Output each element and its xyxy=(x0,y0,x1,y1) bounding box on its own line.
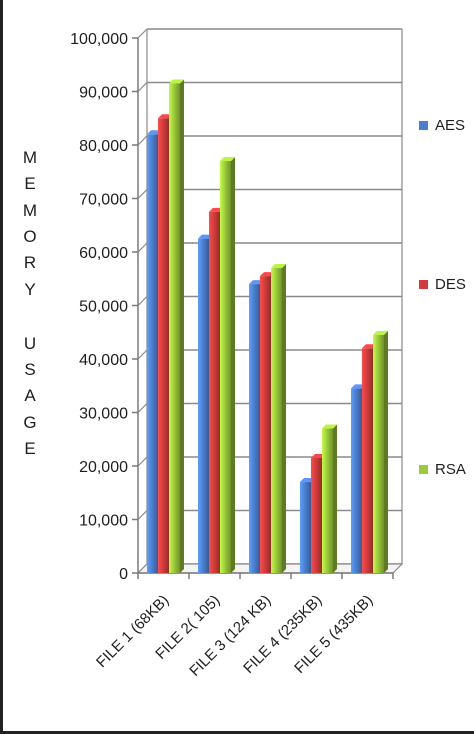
y-label-letter: E xyxy=(24,174,36,194)
bar-des-4 xyxy=(311,457,322,573)
legend-swatch-aes xyxy=(419,121,428,130)
bar-des-2 xyxy=(209,211,220,573)
bar-side xyxy=(231,157,235,574)
y-label-letter: U xyxy=(23,333,37,353)
bar-rsa-1 xyxy=(169,83,180,573)
y-label-letter: E xyxy=(24,439,36,458)
y-tick-label: 30,000 xyxy=(79,406,128,423)
y-label-letter: A xyxy=(24,386,36,406)
legend-label-rsa: RSA xyxy=(435,461,466,478)
y-label-letter: G xyxy=(23,412,37,432)
y-tick-label: 10,000 xyxy=(79,513,128,530)
gridline-side xyxy=(137,403,148,413)
bar-top xyxy=(271,264,286,269)
gridline-side xyxy=(137,349,148,360)
bar-side xyxy=(180,79,184,573)
bar-des-3 xyxy=(260,276,271,573)
bar-aes-2 xyxy=(198,238,209,573)
legend-swatch-rsa xyxy=(419,465,428,474)
bar-aes-1 xyxy=(147,134,158,574)
bar-aes-4 xyxy=(300,482,311,573)
y-tick-label: 20,000 xyxy=(79,459,128,476)
y-tick-label: 60,000 xyxy=(79,245,128,262)
y-tick-label: 100,000 xyxy=(70,31,128,48)
y-label-letter: M xyxy=(22,148,38,167)
legend-label-aes: AES xyxy=(435,117,465,134)
bar-side xyxy=(384,330,388,573)
bar-side xyxy=(333,424,337,573)
bar-aes-5 xyxy=(351,388,362,573)
frame-left-border xyxy=(0,0,3,734)
bar-rsa-3 xyxy=(271,268,282,573)
gridline-side xyxy=(137,135,148,146)
y-label-letter: M xyxy=(22,200,38,220)
bar-rsa-2 xyxy=(220,161,231,574)
bar-rsa-5 xyxy=(373,334,384,573)
y-label-letter: Y xyxy=(24,279,36,299)
gridline-side xyxy=(137,242,148,253)
y-tick-label: 90,000 xyxy=(79,85,128,102)
bar-top xyxy=(322,424,337,429)
bar-des-1 xyxy=(158,118,169,573)
y-tick-label: 40,000 xyxy=(79,352,128,369)
bar-side xyxy=(282,264,286,573)
bar-rsa-4 xyxy=(322,428,333,573)
gridline-side xyxy=(137,296,148,306)
bar-aes-3 xyxy=(249,284,260,573)
gridline-side xyxy=(137,82,148,92)
legend-swatch-des xyxy=(419,280,428,289)
bar-top xyxy=(169,79,184,84)
bar-des-5 xyxy=(362,348,373,573)
gridline-side xyxy=(137,456,148,467)
frame-bottom-border xyxy=(0,731,474,734)
y-tick-label: 50,000 xyxy=(79,299,128,316)
y-label-letter: S xyxy=(24,360,36,380)
y-label-letter: R xyxy=(23,253,37,273)
y-tick-label: 80,000 xyxy=(79,138,128,155)
y-label-letter: O xyxy=(23,226,37,246)
gridline-side xyxy=(137,510,148,520)
gridline-side xyxy=(137,189,148,199)
bar-top xyxy=(373,330,388,335)
bar-top xyxy=(220,157,235,162)
y-tick-label: 0 xyxy=(119,566,128,583)
y-tick-label: 70,000 xyxy=(79,192,128,209)
gridline-side xyxy=(137,28,148,39)
legend-label-des: DES xyxy=(435,276,466,293)
